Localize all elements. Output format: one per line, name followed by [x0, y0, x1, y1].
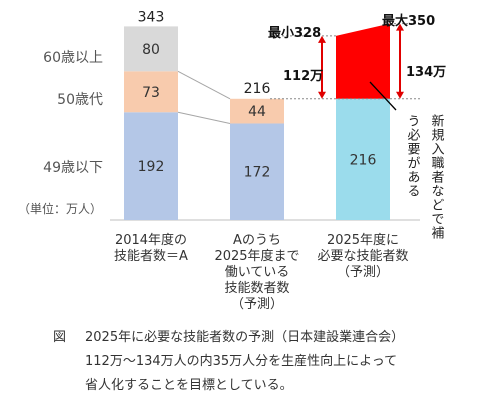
bar-3-segment-1-value: 216 [350, 152, 377, 168]
bar-2-segment-1-value: 172 [244, 165, 271, 181]
bar-1-segment-2-value: 73 [142, 85, 160, 101]
max-gap-arrow-head-top [396, 23, 404, 31]
max-label: 最大350 [382, 13, 435, 29]
connector-line-top [177, 70, 231, 100]
category-2-line-3: 働いている [225, 265, 290, 280]
bar-1-segment-3-value: 80 [142, 42, 160, 58]
category-1-line-1: 2014年度の [115, 232, 187, 248]
gap-max-label: 134万 [406, 65, 446, 80]
category-3-line-3: （予測） [337, 265, 389, 280]
bar-1-segment-3 [124, 26, 178, 72]
bar-2-segment-2 [230, 98, 284, 124]
category-1-line-2: 技能者数＝A [114, 249, 188, 264]
bar-2-total-label: 216 [244, 81, 271, 97]
vertical-note-col-1: 新規入職者などで補 [429, 113, 445, 240]
min-label: 最小328 [268, 26, 321, 41]
category-3-line-1: 2025年度に [327, 232, 399, 248]
category-3-line-2: 必要な技能者数 [317, 249, 408, 264]
min-gap-arrow-head-top [318, 35, 326, 43]
bar-3-segment-1 [336, 98, 390, 220]
bar-2-segment-2-value: 44 [248, 104, 266, 120]
category-2-line-5: （予測） [231, 297, 283, 312]
connector-line-bottom [177, 111, 231, 124]
bar-2-segment-1 [230, 123, 284, 220]
bar-1-segment-2 [124, 71, 178, 113]
min-gap-arrow-head-bottom [318, 91, 326, 99]
max-gap-arrow-head-bottom [396, 91, 404, 99]
unit-label: （単位：万人） [18, 201, 102, 216]
category-2-line-2: 2025年度まで [214, 248, 299, 264]
bar-1-total-label: 343 [138, 10, 165, 26]
bar-3-required-increment [336, 23, 390, 99]
gap-min-label: 112万 [283, 69, 323, 84]
category-2-line-1: Aのうち [233, 233, 281, 248]
category-2-line-4: 技能数者数 [224, 281, 289, 296]
note-pointer-line [369, 81, 397, 111]
age-label-3: 49歳以下 [43, 160, 103, 176]
age-label-1: 60歳以上 [43, 50, 103, 66]
bar-1-segment-1 [124, 112, 178, 220]
bar-1-segment-1-value: 192 [138, 159, 165, 175]
vertical-note-col-2: う必要がある [405, 114, 421, 198]
age-label-2: 50歳代 [57, 92, 103, 108]
